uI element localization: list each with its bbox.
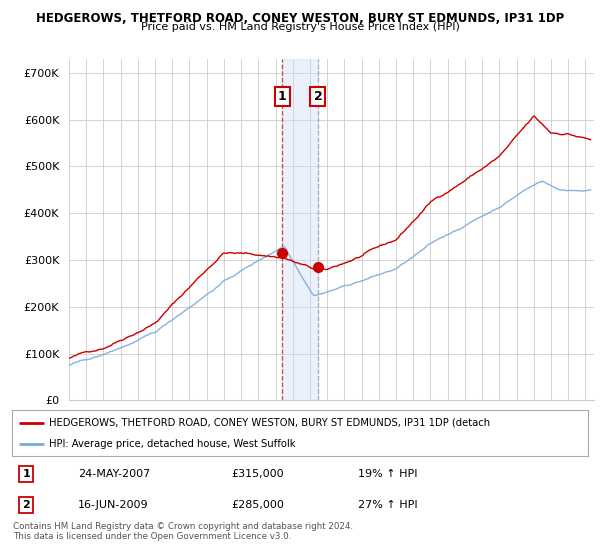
Text: HEDGEROWS, THETFORD ROAD, CONEY WESTON, BURY ST EDMUNDS, IP31 1DP (detach: HEDGEROWS, THETFORD ROAD, CONEY WESTON, … bbox=[49, 418, 491, 428]
Text: 2: 2 bbox=[314, 90, 322, 103]
Text: 1: 1 bbox=[23, 469, 30, 479]
Text: 1: 1 bbox=[278, 90, 287, 103]
Text: £315,000: £315,000 bbox=[231, 469, 284, 479]
Text: HEDGEROWS, THETFORD ROAD, CONEY WESTON, BURY ST EDMUNDS, IP31 1DP: HEDGEROWS, THETFORD ROAD, CONEY WESTON, … bbox=[36, 12, 564, 25]
Text: 16-JUN-2009: 16-JUN-2009 bbox=[78, 500, 149, 510]
Bar bbox=[282, 59, 318, 400]
Text: 2: 2 bbox=[23, 500, 30, 510]
Text: 19% ↑ HPI: 19% ↑ HPI bbox=[358, 469, 417, 479]
Text: 24-MAY-2007: 24-MAY-2007 bbox=[78, 469, 151, 479]
Text: 27% ↑ HPI: 27% ↑ HPI bbox=[358, 500, 417, 510]
Text: HPI: Average price, detached house, West Suffolk: HPI: Average price, detached house, West… bbox=[49, 439, 296, 449]
Text: £285,000: £285,000 bbox=[231, 500, 284, 510]
Text: Price paid vs. HM Land Registry's House Price Index (HPI): Price paid vs. HM Land Registry's House … bbox=[140, 22, 460, 32]
Text: Contains HM Land Registry data © Crown copyright and database right 2024.
This d: Contains HM Land Registry data © Crown c… bbox=[13, 522, 353, 542]
